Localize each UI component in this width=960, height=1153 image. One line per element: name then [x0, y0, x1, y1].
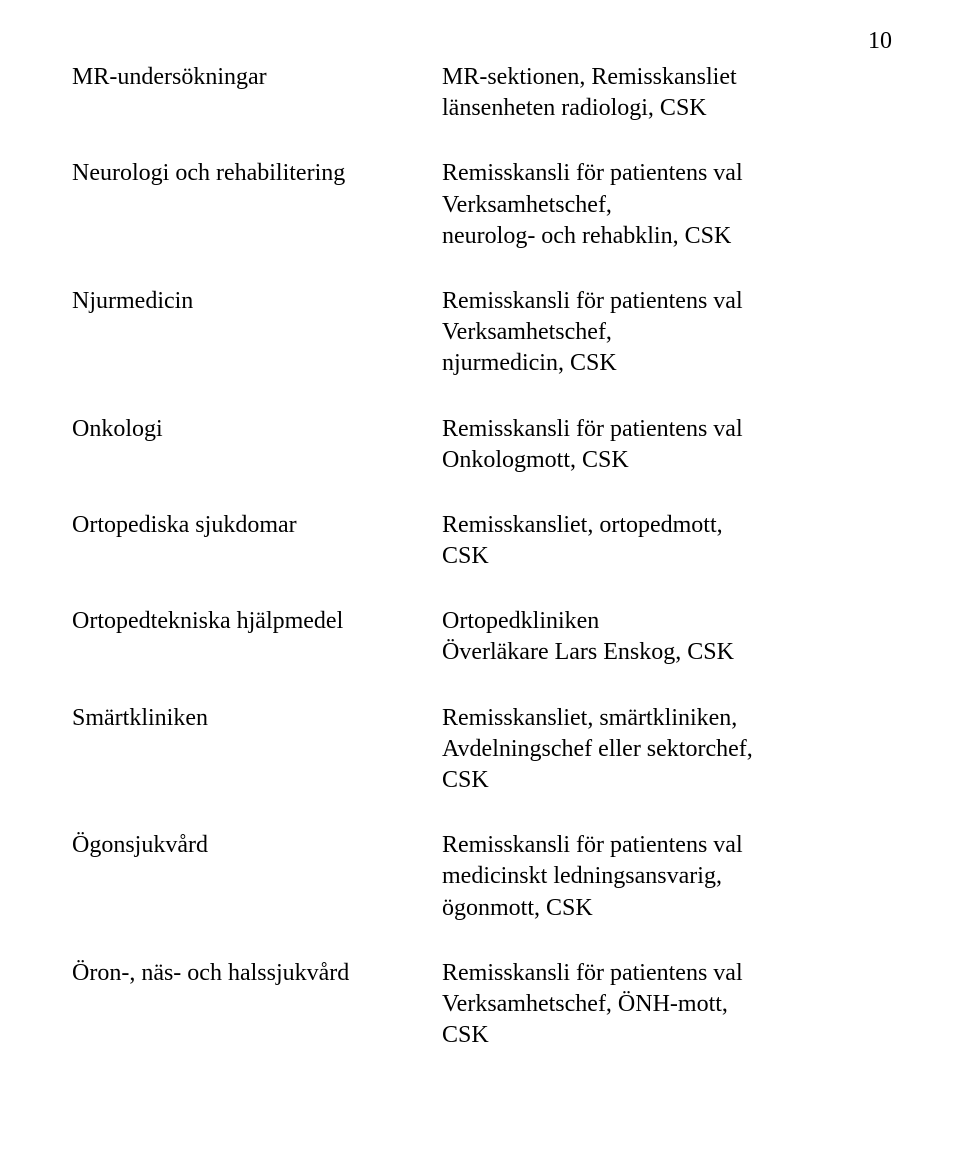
table-row: Onkologi Remisskansli för patientens val…: [72, 414, 908, 476]
right-description: Ortopedkliniken Överläkare Lars Enskog, …: [442, 606, 908, 668]
desc-line: Remisskansli för patientens val: [442, 286, 908, 317]
desc-line: CSK: [442, 1020, 908, 1051]
left-term: Onkologi: [72, 414, 442, 445]
desc-line: Verksamhetschef,: [442, 190, 908, 221]
desc-line: Ortopedkliniken: [442, 606, 908, 637]
desc-line: neurolog- och rehabklin, CSK: [442, 221, 908, 252]
left-term: Ögonsjukvård: [72, 830, 442, 861]
right-description: Remisskansli för patientens val Verksamh…: [442, 158, 908, 252]
table-row: Ögonsjukvård Remisskansli för patientens…: [72, 830, 908, 924]
table-row: Njurmedicin Remisskansli för patientens …: [72, 286, 908, 380]
desc-line: CSK: [442, 765, 908, 796]
right-description: Remisskansliet, smärtkliniken, Avdelning…: [442, 703, 908, 797]
left-term: MR-undersökningar: [72, 62, 442, 93]
desc-line: CSK: [442, 541, 908, 572]
left-term: Ortopediska sjukdomar: [72, 510, 442, 541]
right-description: MR-sektionen, Remisskansliet länsenheten…: [442, 62, 908, 124]
document-page: 10 MR-undersökningar MR-sektionen, Remis…: [0, 0, 960, 1153]
table-row: Ortopedtekniska hjälpmedel Ortopedklinik…: [72, 606, 908, 668]
desc-line: Avdelningschef eller sektorchef,: [442, 734, 908, 765]
right-description: Remisskansliet, ortopedmott, CSK: [442, 510, 908, 572]
right-description: Remisskansli för patientens val Onkologm…: [442, 414, 908, 476]
table-row: Öron-, näs- och halssjukvård Remisskansl…: [72, 958, 908, 1052]
desc-line: Remisskansliet, smärtkliniken,: [442, 703, 908, 734]
left-term: Ortopedtekniska hjälpmedel: [72, 606, 442, 637]
desc-line: ögonmott, CSK: [442, 893, 908, 924]
desc-line: Remisskansli för patientens val: [442, 830, 908, 861]
right-description: Remisskansli för patientens val Verksamh…: [442, 958, 908, 1052]
table-row: MR-undersökningar MR-sektionen, Remisska…: [72, 62, 908, 124]
desc-line: MR-sektionen, Remisskansliet: [442, 62, 908, 93]
left-term: Öron-, näs- och halssjukvård: [72, 958, 442, 989]
desc-line: Remisskansliet, ortopedmott,: [442, 510, 908, 541]
table-row: Smärtkliniken Remisskansliet, smärtklini…: [72, 703, 908, 797]
desc-line: Remisskansli för patientens val: [442, 414, 908, 445]
right-description: Remisskansli för patientens val Verksamh…: [442, 286, 908, 380]
desc-line: Remisskansli för patientens val: [442, 158, 908, 189]
desc-line: Onkologmott, CSK: [442, 445, 908, 476]
left-term: Smärtkliniken: [72, 703, 442, 734]
desc-line: medicinskt ledningsansvarig,: [442, 861, 908, 892]
table-row: Ortopediska sjukdomar Remisskansliet, or…: [72, 510, 908, 572]
right-description: Remisskansli för patientens val medicins…: [442, 830, 908, 924]
page-number: 10: [868, 28, 892, 55]
desc-line: Överläkare Lars Enskog, CSK: [442, 637, 908, 668]
desc-line: Remisskansli för patientens val: [442, 958, 908, 989]
desc-line: njurmedicin, CSK: [442, 348, 908, 379]
left-term: Neurologi och rehabilitering: [72, 158, 442, 189]
desc-line: länsenheten radiologi, CSK: [442, 93, 908, 124]
desc-line: Verksamhetschef,: [442, 317, 908, 348]
table-row: Neurologi och rehabilitering Remisskansl…: [72, 158, 908, 252]
left-term: Njurmedicin: [72, 286, 442, 317]
desc-line: Verksamhetschef, ÖNH-mott,: [442, 989, 908, 1020]
